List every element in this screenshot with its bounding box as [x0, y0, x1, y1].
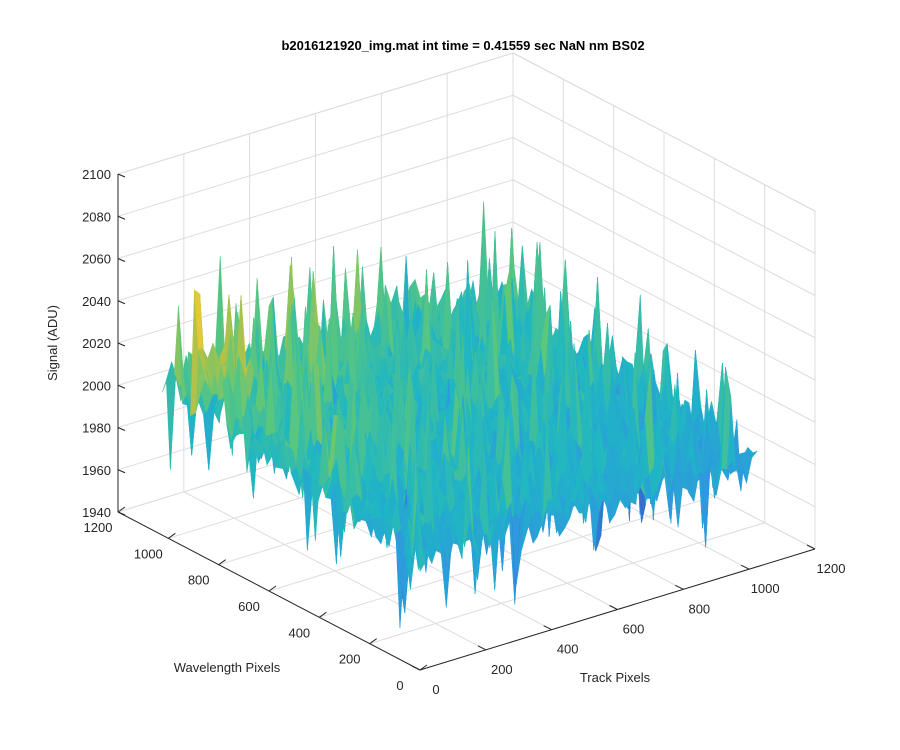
y-tick-label: 600 [238, 599, 260, 614]
y-tick-mark [168, 532, 176, 539]
z-tick-label: 2000 [82, 378, 111, 393]
z-tick-mark [117, 300, 126, 305]
surface-cell [415, 453, 426, 573]
z-tick-label: 2040 [82, 294, 111, 309]
y-tick-label: 200 [339, 652, 361, 667]
box-edge [117, 52, 514, 175]
x-tick-mark [740, 564, 750, 570]
tick-labels: 0 200 400 600 800 1000 1200 0 200 400 600 800 1000 12… [82, 167, 845, 697]
y-tick-label: 400 [288, 625, 310, 640]
y-tick-mark [369, 638, 377, 645]
z-tick-mark [117, 469, 126, 474]
x-tick-label: 1200 [817, 561, 846, 576]
z-tick-label: 1980 [82, 421, 111, 436]
x-tick-label: 800 [688, 601, 710, 616]
y-tick-mark [419, 664, 428, 671]
axes [117, 173, 816, 671]
y-tick-label: 800 [188, 573, 210, 588]
x-tick-mark [609, 605, 618, 610]
z-tick-label: 2080 [82, 209, 111, 224]
y-tick-mark [117, 506, 126, 513]
x-tick-mark [675, 584, 684, 590]
z-axis-label: Signal (ADU) [45, 305, 60, 381]
y-axis-label: Wavelength Pixels [174, 660, 281, 675]
backwall-grid-z [117, 221, 514, 344]
sidewall-grid-z [512, 221, 816, 381]
y-tick-mark [218, 559, 226, 566]
backwall-grid-z [117, 137, 514, 259]
y-tick-label: 1000 [134, 546, 163, 561]
z-tick-mark [117, 258, 126, 262]
backwall-grid-z [117, 179, 514, 302]
backwall-grid-z [117, 94, 514, 217]
x-tick-mark [477, 645, 487, 651]
sidewall-grid-z [512, 94, 816, 254]
x-tick-label: 1000 [751, 581, 780, 596]
floor-grid-y [369, 522, 765, 645]
z-tick-label: 1960 [82, 463, 111, 478]
sidewall-grid-z [512, 179, 816, 339]
surface-mesh [162, 201, 758, 628]
box-edge [512, 52, 816, 212]
z-tick-mark [117, 173, 126, 178]
z-tick-label: 2020 [82, 336, 111, 351]
z-tick-label: 1940 [82, 505, 111, 520]
x-tick-label: 400 [557, 642, 579, 657]
y-tick-label: 1200 [84, 520, 113, 535]
z-tick-mark [117, 384, 126, 389]
x-tick-label: 600 [623, 622, 645, 637]
z-tick-mark [117, 511, 126, 516]
x-tick-label: 0 [432, 682, 439, 697]
x-tick-mark [543, 625, 552, 631]
y-tick-label: 0 [396, 678, 403, 693]
chart-title: b2016121920_img.mat int time = 0.41559 s… [281, 38, 644, 53]
z-tick-mark [117, 342, 126, 347]
z-tick-label: 2060 [82, 252, 111, 267]
x-tick-mark [806, 544, 816, 550]
y-tick-mark [268, 585, 277, 592]
sidewall-grid-z [512, 137, 816, 296]
x-axis-label: Track Pixels [580, 670, 651, 685]
x-tick-label: 200 [491, 662, 513, 677]
y-tick-mark [319, 611, 327, 618]
z-tick-mark [117, 427, 126, 431]
z-tick-mark [117, 215, 126, 220]
z-tick-label: 2100 [82, 167, 111, 182]
x-tick-mark [411, 665, 421, 671]
